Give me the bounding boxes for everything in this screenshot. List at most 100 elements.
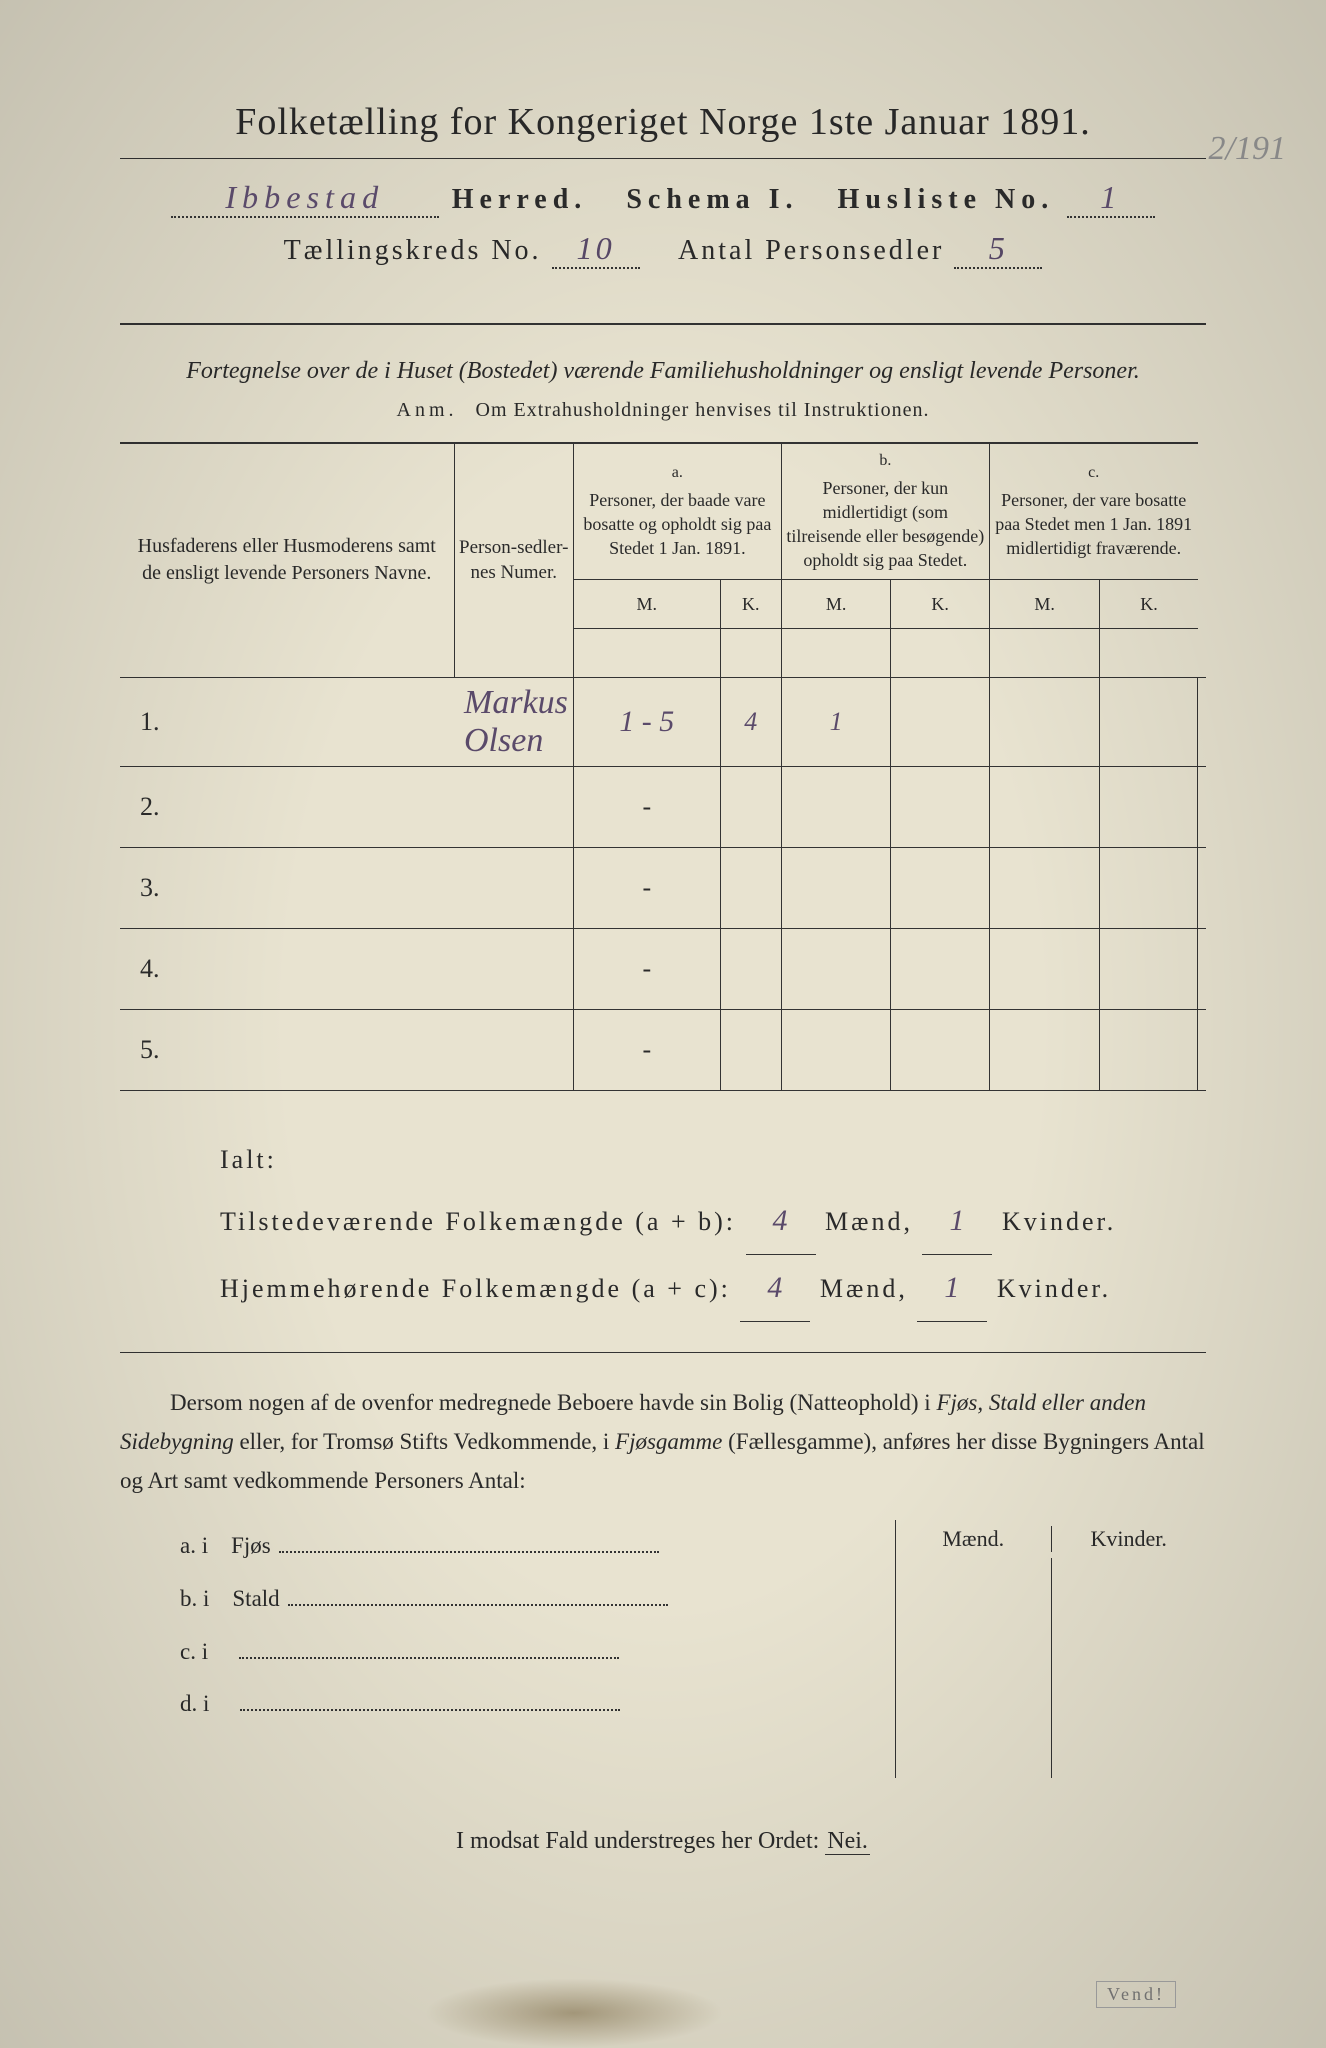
row-c-k	[1198, 847, 1207, 928]
anm-text: Om Extrahusholdninger henvises til Instr…	[476, 399, 930, 421]
kreds-value: 10	[552, 230, 640, 269]
row-a-m	[720, 1009, 781, 1090]
schema-label: Schema I.	[626, 184, 798, 215]
row-b-k	[989, 677, 1100, 766]
col-b-k: K.	[891, 579, 989, 628]
row-sedler: -	[573, 1009, 720, 1090]
row-number: 3.	[120, 847, 454, 928]
side-kvinder-label: Kvinder.	[1052, 1526, 1207, 1552]
sidebuilding-row: d. i	[180, 1678, 895, 1731]
row-c-k	[1198, 1009, 1207, 1090]
row-c-m	[1100, 766, 1198, 847]
row-a-k	[781, 928, 891, 1009]
header-block: Folketælling for Kongeriget Norge 1ste J…	[120, 100, 1206, 325]
row-b-m	[891, 847, 989, 928]
margin-note: 2/191	[1209, 130, 1286, 168]
side-right-header: Mænd. Kvinder.	[896, 1520, 1206, 1558]
row-number: 1.	[120, 677, 454, 766]
row-number: 4.	[120, 928, 454, 1009]
table-row: 3. -	[120, 847, 1206, 928]
row-name: Markus Olsen	[454, 677, 573, 766]
col-header-a: a. Personer, der baade vare bosatte og o…	[573, 443, 781, 579]
row-a-m: 4	[720, 677, 781, 766]
totals-ac-k: 1	[917, 1255, 987, 1322]
totals-ac-m: 4	[740, 1255, 810, 1322]
col-c-m: M.	[989, 579, 1100, 628]
herred-value: Ibbestad	[171, 179, 439, 218]
sidebuilding-row: b. i Stald	[180, 1573, 895, 1626]
row-c-k	[1198, 677, 1207, 766]
header-line-3: Tællingskreds No. 10 Antal Personsedler …	[120, 230, 1206, 269]
herred-label: Herred.	[452, 184, 588, 215]
sidebuilding-row: c. i	[180, 1626, 895, 1679]
table-row: 5. -	[120, 1009, 1206, 1090]
census-form-page: 2/191 Folketælling for Kongeriget Norge …	[0, 0, 1326, 2048]
row-b-m	[891, 677, 989, 766]
totals-ab-k: 1	[922, 1188, 992, 1255]
kreds-label: Tællingskreds No.	[284, 235, 542, 266]
row-c-m	[1100, 847, 1198, 928]
col-a-k: K.	[720, 579, 781, 628]
ialt-label: Ialt:	[220, 1131, 1206, 1188]
row-b-k	[989, 928, 1100, 1009]
totals-line-1: Tilstedeværende Folkemængde (a + b): 4 M…	[220, 1188, 1206, 1255]
col-header-name: Husfaderens eller Husmoderens samt de en…	[120, 443, 454, 677]
col-header-number: Person-sedler-nes Numer.	[454, 443, 573, 677]
row-b-k	[989, 1009, 1100, 1090]
row-a-k: 1	[781, 677, 891, 766]
row-b-m	[891, 928, 989, 1009]
anm-prefix: Anm.	[397, 399, 458, 421]
row-c-k	[1198, 766, 1207, 847]
row-a-k	[781, 766, 891, 847]
row-number: 5.	[120, 1009, 454, 1090]
table-row: 4. -	[120, 928, 1206, 1009]
row-number: 2.	[120, 766, 454, 847]
nei-underlined: Nei.	[825, 1828, 870, 1855]
main-title: Folketælling for Kongeriget Norge 1ste J…	[120, 100, 1206, 144]
col-a-m: M.	[573, 579, 720, 628]
husliste-label: Husliste No.	[838, 184, 1055, 215]
final-line: I modsat Fald understreges her Ordet: Ne…	[120, 1828, 1206, 1855]
row-b-k	[989, 766, 1100, 847]
households-table: Husfaderens eller Husmoderens samt de en…	[120, 442, 1206, 1091]
paper-stain	[424, 1978, 724, 2048]
table-row: 2. -	[120, 766, 1206, 847]
totals-block: Ialt: Tilstedeværende Folkemængde (a + b…	[220, 1131, 1206, 1322]
row-sedler: -	[573, 847, 720, 928]
row-sedler: -	[573, 928, 720, 1009]
row-b-k	[989, 847, 1100, 928]
row-sedler: 1 - 5	[573, 677, 720, 766]
row-a-m	[720, 847, 781, 928]
row-a-m	[720, 928, 781, 1009]
row-name	[454, 847, 573, 928]
sidebuilding-table: a. i Fjøsb. i Staldc. i d. i Mænd. Kvind…	[120, 1520, 1206, 1778]
col-header-c: c. Personer, der vare bosatte paa Stedet…	[989, 443, 1197, 579]
row-c-m	[1100, 1009, 1198, 1090]
row-name	[454, 1009, 573, 1090]
sidebuilding-paragraph: Dersom nogen af de ovenfor medregnede Be…	[120, 1383, 1206, 1500]
row-c-k	[1198, 928, 1207, 1009]
row-a-m	[720, 766, 781, 847]
col-header-b: b. Personer, der kun midlertidigt (som t…	[781, 443, 989, 579]
row-a-k	[781, 1009, 891, 1090]
husliste-value: 1	[1067, 179, 1155, 218]
row-name	[454, 928, 573, 1009]
antal-value: 5	[954, 230, 1042, 269]
header-line-2: Ibbestad Herred. Schema I. Husliste No. …	[120, 179, 1206, 218]
col-b-m: M.	[781, 579, 891, 628]
row-sedler: -	[573, 766, 720, 847]
row-c-m	[1100, 677, 1198, 766]
anm-line: Anm. Om Extrahusholdninger henvises til …	[120, 399, 1206, 422]
row-b-m	[891, 766, 989, 847]
row-name	[454, 766, 573, 847]
antal-label: Antal Personsedler	[678, 235, 944, 266]
table-row: 1.Markus Olsen1 - 541	[120, 677, 1206, 766]
sidebuilding-row: a. i Fjøs	[180, 1520, 895, 1573]
side-maend-label: Mænd.	[896, 1526, 1052, 1552]
row-c-m	[1100, 928, 1198, 1009]
subtitle: Fortegnelse over de i Huset (Bostedet) v…	[120, 353, 1206, 389]
row-b-m	[891, 1009, 989, 1090]
totals-ab-m: 4	[746, 1188, 816, 1255]
col-c-k: K.	[1100, 579, 1198, 628]
row-a-k	[781, 847, 891, 928]
